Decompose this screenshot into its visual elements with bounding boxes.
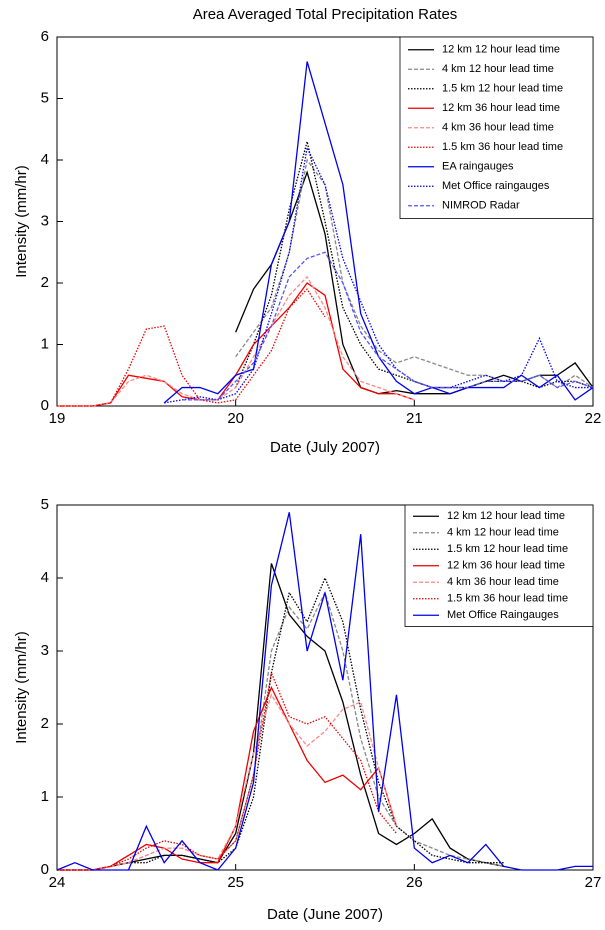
x-tick-label: 24: [49, 874, 66, 891]
y-tick-label: 0: [41, 397, 49, 414]
legend-label: 4 km 36 hour lead time: [442, 122, 554, 134]
y-tick-label: 1: [41, 788, 49, 805]
legend-label: 1.5 km 36 hour lead time: [442, 141, 563, 153]
y-tick-label: 6: [41, 28, 49, 45]
series-line: [57, 670, 397, 871]
legend-label: 1.5 km 12 hour lead time: [447, 543, 568, 555]
y-tick-label: 4: [41, 151, 49, 168]
series-line: [57, 693, 398, 871]
series-line: [235, 158, 594, 389]
legend-box: [399, 36, 594, 219]
legend-label: Met Office Raingauges: [447, 609, 559, 621]
legend-label: 1.5 km 12 hour lead time: [442, 83, 563, 95]
x-axis-label: Date (June 2007): [267, 906, 383, 923]
legend-label: EA raingauges: [442, 161, 514, 173]
x-tick-label: 22: [585, 410, 602, 427]
x-tick-label: 27: [585, 874, 602, 891]
plot-frame: [56, 504, 594, 871]
series-line: [164, 145, 593, 404]
legend-label: 12 km 36 hour lead time: [447, 560, 565, 572]
series-line: [57, 275, 415, 407]
y-tick-label: 0: [41, 861, 49, 878]
legend-label: 1.5 km 36 hour lead time: [447, 593, 568, 605]
legend-label: 4 km 36 hour lead time: [447, 576, 559, 588]
series-line: [182, 251, 594, 401]
y-tick-label: 5: [41, 89, 49, 106]
y-tick-label: 3: [41, 212, 49, 229]
legend: 12 km 12 hour lead time 4 km 12 hour lead…: [404, 504, 594, 627]
legend-label: 4 km 12 hour lead time: [447, 527, 559, 539]
legend-label: 4 km 12 hour lead time: [442, 63, 554, 75]
legend-label: 12 km 12 hour lead time: [442, 44, 560, 56]
legend-label: 12 km 12 hour lead time: [447, 510, 565, 522]
y-tick-label: 2: [41, 715, 49, 732]
x-tick-label: 26: [406, 874, 423, 891]
legend-label: Met Office raingauges: [442, 180, 550, 192]
legend-label: NIMROD Radar: [442, 200, 520, 212]
chart-title: Area Averaged Total Precipitation Rates: [193, 6, 458, 23]
y-tick-label: 4: [41, 569, 49, 586]
y-tick-label: 1: [41, 335, 49, 352]
y-axis-label: Intensity (mm/hr): [13, 165, 30, 278]
x-tick-label: 25: [227, 874, 244, 891]
legend-label: 12 km 36 hour lead time: [442, 102, 560, 114]
y-tick-label: 3: [41, 642, 49, 659]
x-axis-label: Date (July 2007): [270, 439, 380, 456]
series-line: [235, 141, 594, 389]
legend: 12 km 12 hour lead time 4 km 12 hour lead…: [399, 36, 594, 219]
y-axis-label: Intensity (mm/hr): [13, 631, 30, 744]
y-tick-label: 2: [41, 274, 49, 291]
series-line: [56, 512, 593, 871]
x-tick-label: 20: [227, 410, 244, 427]
series-line: [57, 288, 326, 407]
x-tick-label: 19: [49, 410, 66, 427]
x-tick-label: 21: [406, 410, 423, 427]
y-tick-label: 5: [41, 496, 49, 513]
